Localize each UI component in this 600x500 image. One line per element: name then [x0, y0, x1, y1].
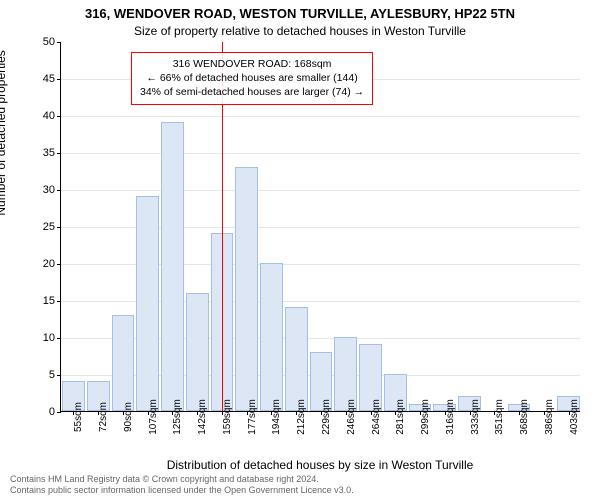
histogram-bar [285, 307, 308, 411]
y-tick-mark [57, 116, 61, 117]
gridline [61, 153, 580, 154]
histogram-bar [235, 167, 258, 411]
x-tick-label: 177sqm [247, 399, 258, 435]
y-tick-mark [57, 412, 61, 413]
x-tick-label: 403sqm [569, 399, 580, 435]
footer-line-2: Contains public sector information licen… [10, 485, 354, 496]
gridline [61, 116, 580, 117]
y-tick-mark [57, 42, 61, 43]
y-tick-label: 10 [43, 332, 55, 344]
histogram-bar [136, 196, 159, 411]
y-tick-mark [57, 375, 61, 376]
x-tick-label: 194sqm [271, 399, 282, 435]
x-axis-label: Distribution of detached houses by size … [60, 458, 580, 472]
y-tick-label: 50 [43, 36, 55, 48]
y-tick-label: 40 [43, 110, 55, 122]
x-tick-label: 107sqm [148, 399, 159, 435]
histogram-bar [186, 293, 209, 411]
y-tick-label: 5 [49, 369, 55, 381]
y-tick-label: 35 [43, 147, 55, 159]
y-tick-label: 45 [43, 73, 55, 85]
x-tick-label: 316sqm [445, 399, 456, 435]
x-tick-label: 72sqm [98, 402, 109, 432]
footer-line-1: Contains HM Land Registry data © Crown c… [10, 474, 354, 485]
y-axis-label: Number of detached properties [0, 50, 8, 215]
x-tick-label: 229sqm [321, 399, 332, 435]
y-tick-label: 30 [43, 184, 55, 196]
y-tick-mark [57, 338, 61, 339]
x-tick-label: 386sqm [544, 399, 555, 435]
chart-container: 316, WENDOVER ROAD, WESTON TURVILLE, AYL… [0, 0, 600, 500]
x-tick-label: 333sqm [470, 399, 481, 435]
x-tick-label: 159sqm [222, 399, 233, 435]
x-tick-label: 142sqm [197, 399, 208, 435]
gridline [61, 190, 580, 191]
annotation-line-3: 34% of semi-detached houses are larger (… [140, 85, 364, 99]
footer-attribution: Contains HM Land Registry data © Crown c… [10, 474, 354, 497]
y-tick-mark [57, 79, 61, 80]
histogram-bar [112, 315, 135, 411]
y-tick-label: 20 [43, 258, 55, 270]
annotation-line-1: 316 WENDOVER ROAD: 168sqm [140, 57, 364, 71]
x-tick-label: 212sqm [296, 399, 307, 435]
histogram-bar [260, 263, 283, 411]
y-tick-label: 15 [43, 295, 55, 307]
y-tick-mark [57, 227, 61, 228]
x-tick-label: 55sqm [73, 402, 84, 432]
y-tick-mark [57, 190, 61, 191]
chart-title-main: 316, WENDOVER ROAD, WESTON TURVILLE, AYL… [0, 6, 600, 21]
y-tick-mark [57, 301, 61, 302]
histogram-bar [161, 122, 184, 411]
y-tick-mark [57, 153, 61, 154]
x-tick-label: 125sqm [172, 399, 183, 435]
x-tick-label: 264sqm [371, 399, 382, 435]
annotation-box: 316 WENDOVER ROAD: 168sqm← 66% of detach… [131, 52, 373, 105]
x-tick-label: 281sqm [395, 399, 406, 435]
x-tick-label: 90sqm [123, 402, 134, 432]
y-tick-mark [57, 264, 61, 265]
x-tick-label: 351sqm [494, 399, 505, 435]
y-tick-label: 0 [49, 406, 55, 418]
plot-area: 0510152025303540455055sqm72sqm90sqm107sq… [60, 42, 580, 412]
x-tick-label: 246sqm [346, 399, 357, 435]
x-tick-label: 299sqm [420, 399, 431, 435]
chart-title-sub: Size of property relative to detached ho… [0, 24, 600, 38]
x-tick-label: 368sqm [519, 399, 530, 435]
annotation-line-2: ← 66% of detached houses are smaller (14… [140, 71, 364, 85]
y-tick-label: 25 [43, 221, 55, 233]
